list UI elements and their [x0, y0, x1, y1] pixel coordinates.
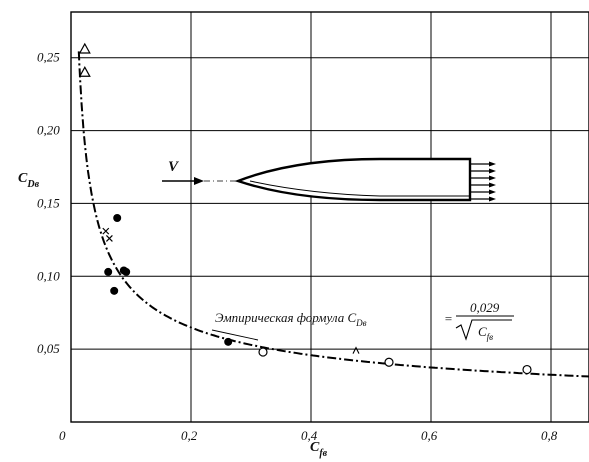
x-axis-label: Cfв — [310, 440, 328, 459]
velocity-arrowhead — [194, 177, 204, 185]
wake-arrowhead — [489, 182, 496, 188]
wake-arrowhead — [489, 196, 496, 202]
annotation-text: Эмпирическая формула CDв — [215, 310, 367, 328]
data-point-caret — [352, 346, 360, 354]
data-point-cross — [105, 234, 113, 242]
formula-equals: = — [444, 311, 453, 326]
formula-denominator: Cfв — [478, 324, 493, 342]
y-tick-label: 0,05 — [37, 341, 60, 356]
x-tick-label: 0,8 — [541, 428, 558, 443]
square-root-sign — [455, 319, 512, 341]
grid — [71, 12, 589, 422]
velocity-label: V — [168, 159, 180, 175]
annotation-leader — [211, 329, 259, 341]
data-point-open — [384, 357, 394, 367]
body-inner-shading — [249, 180, 470, 197]
data-point-filled — [110, 286, 119, 295]
data-point-filled — [224, 337, 233, 346]
y-tick-labels: 0,05 0,10 0,15 0,20 0,25 — [37, 50, 60, 356]
data-point-open — [258, 347, 268, 357]
base-flow-arrows — [470, 161, 496, 202]
wake-arrowhead — [489, 168, 496, 174]
data-markers — [78, 42, 532, 375]
wake-arrowhead — [489, 189, 496, 195]
data-point-triangle — [78, 42, 91, 54]
empirical-formula-curve — [77, 51, 589, 378]
y-tick-label: 0,20 — [37, 123, 60, 138]
x-tick-label: 0 — [59, 428, 66, 443]
data-point-filled — [122, 267, 131, 276]
y-axis-label: CDв — [18, 171, 40, 190]
body-outline — [234, 157, 472, 202]
data-point-triangle — [78, 66, 91, 77]
inset-body-sketch: V — [162, 157, 496, 202]
data-point-open — [522, 364, 532, 375]
data-point-filled — [113, 214, 122, 222]
wake-arrowhead — [489, 175, 496, 181]
x-tick-label: 0,4 — [301, 428, 318, 443]
y-tick-label: 0,15 — [37, 195, 60, 210]
formula-annotation: Эмпирическая формула CDв = 0,029 Cfв — [211, 300, 514, 342]
formula-numerator: 0,029 — [470, 300, 500, 315]
data-point-cross — [102, 227, 110, 235]
y-tick-label: 0,10 — [37, 268, 60, 283]
plot-frame — [70, 11, 589, 423]
x-tick-labels: 0 0,2 0,4 0,6 0,8 — [59, 428, 558, 443]
wake-arrowhead — [489, 161, 496, 167]
x-tick-label: 0,2 — [181, 428, 198, 443]
x-tick-label: 0,6 — [421, 428, 438, 443]
y-tick-label: 0,25 — [37, 50, 60, 65]
data-point-filled — [104, 267, 113, 276]
